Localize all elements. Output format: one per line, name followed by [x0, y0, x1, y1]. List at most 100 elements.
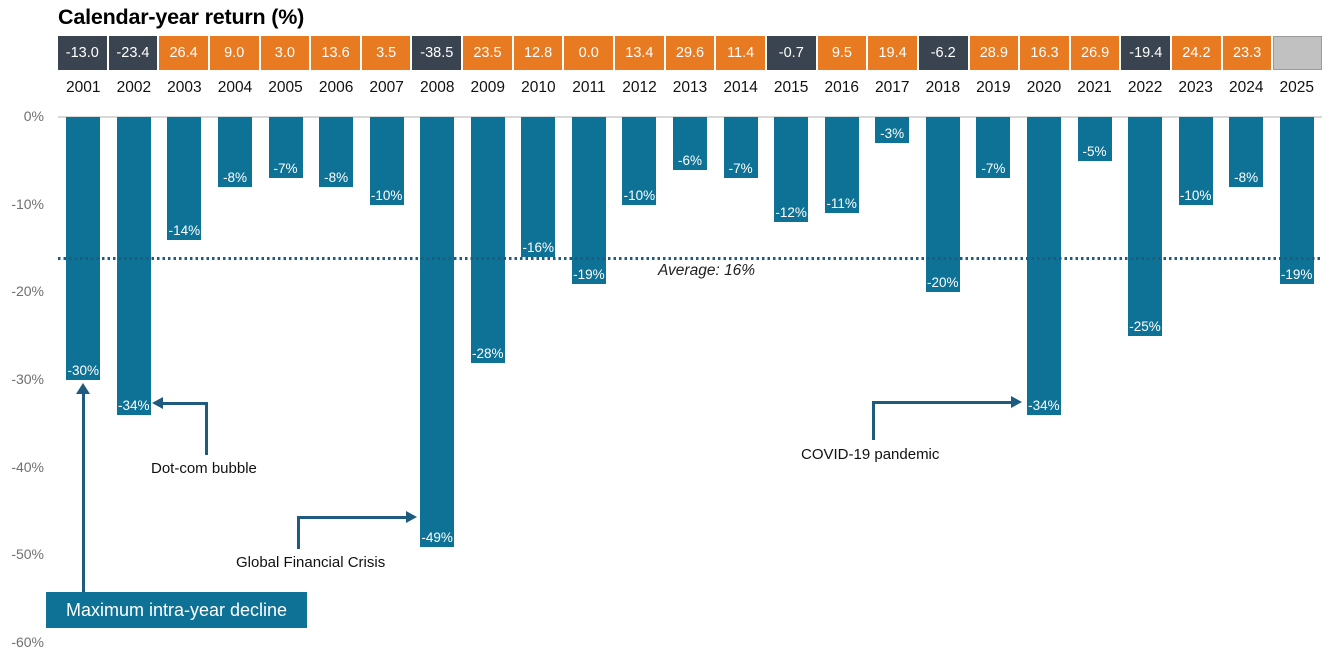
decline-value-2024: -8% [1234, 170, 1259, 186]
y-tick--20%: -20% [11, 283, 44, 299]
decline-bar-2010: -16% [521, 117, 556, 258]
return-cell-2007: 3.5 [361, 36, 411, 70]
year-label-2010: 2010 [521, 79, 556, 96]
decline-bar-2023: -10% [1178, 117, 1213, 205]
decline-value-2015: -12% [775, 205, 807, 221]
decline-bar-2012: -10% [622, 117, 657, 205]
gfc-arrow-vline [297, 516, 300, 549]
decline-value-2021: -5% [1082, 143, 1107, 159]
decline-value-2017: -3% [880, 126, 905, 142]
decline-value-2004: -8% [222, 170, 247, 186]
decline-value-2012: -10% [623, 187, 656, 203]
decline-bar-2018: -20% [925, 117, 960, 293]
year-label-2001: 2001 [66, 79, 101, 96]
max-decline-arrow-line [82, 393, 85, 592]
decline-value-2003: -14% [168, 222, 201, 238]
decline-value-2019: -7% [981, 161, 1006, 177]
decline-bar-2021: -5% [1077, 117, 1112, 161]
decline-bar-2005: -7% [268, 117, 303, 179]
calendar-return-strip: -13.0 -23.4 26.4 9.0 3.0 13.6 3.5 -38.5 23.5 12.8… [58, 36, 1323, 70]
year-label-2018: 2018 [925, 79, 961, 96]
decline-bar-2024: -8% [1229, 117, 1264, 188]
decline-value-2011: -19% [573, 266, 605, 282]
year-label-2022: 2022 [1127, 79, 1163, 96]
gfc-label: Global Financial Crisis [236, 554, 386, 571]
gfc-arrow-hline [297, 516, 406, 519]
y-tick-0%: 0% [23, 108, 44, 124]
return-cell-2010: 12.8 [513, 36, 563, 70]
covid-label: COVID-19 pandemic [801, 446, 940, 463]
decline-bar-2020: -34% [1026, 117, 1061, 416]
decline-value-2014: -7% [728, 161, 753, 177]
year-axis: 2001 2002 2003 2004 2005 2006 2007 2008 2009 2010… [58, 79, 1322, 99]
y-tick--40%: -40% [11, 459, 44, 475]
year-label-2015: 2015 [773, 79, 809, 96]
year-label-2009: 2009 [470, 79, 506, 96]
return-cell-2009: 23.5 [463, 36, 512, 70]
y-tick--10%: -10% [11, 196, 44, 212]
decline-value-2013: -6% [677, 152, 702, 168]
decline-value-2025: -19% [1280, 266, 1313, 282]
decline-value-2016: -11% [826, 196, 857, 212]
decline-bar-2002: -34% [116, 117, 151, 416]
year-label-2008: 2008 [419, 79, 455, 96]
return-cell-2013: 29.6 [665, 36, 715, 70]
dotcom-arrow-vline [205, 402, 208, 455]
return-cell-2002: -23.4 [108, 36, 158, 70]
year-label-2014: 2014 [723, 79, 758, 96]
return-cell-2021: 26.9 [1070, 36, 1120, 70]
year-label-2012: 2012 [622, 79, 657, 96]
year-label-2003: 2003 [167, 79, 202, 96]
decline-value-2002: -34% [118, 398, 150, 414]
decline-bar-2009: -28% [470, 117, 505, 363]
return-cell-2018: -6.2 [918, 36, 968, 70]
decline-bar-2022: -25% [1128, 117, 1162, 337]
covid-arrow-vline [872, 401, 875, 440]
year-label-2006: 2006 [318, 79, 354, 96]
year-label-2002: 2002 [116, 79, 152, 96]
return-cell-2020: 16.3 [1020, 36, 1069, 70]
return-cell-2023: 24.2 [1172, 36, 1221, 70]
decline-bar-2013: -6% [673, 117, 707, 170]
decline-bar-2017: -3% [875, 117, 910, 144]
y-tick--30%: -30% [11, 371, 44, 387]
return-cell-2014: 11.4 [716, 36, 765, 70]
decline-value-2001: -30% [67, 363, 100, 378]
decline-value-2007: -10% [370, 187, 403, 203]
decline-value-2018: -20% [927, 275, 959, 291]
gfc-arrowhead-icon [406, 511, 417, 523]
decline-value-2005: -7% [273, 161, 298, 177]
decline-bar-2019: -7% [976, 117, 1011, 179]
y-tick--60%: -60% [11, 634, 44, 650]
decline-value-2010: -16% [522, 240, 555, 256]
decline-value-2009: -28% [472, 345, 504, 361]
return-cell-2024: 23.3 [1222, 36, 1272, 70]
decline-bar-2004: -8% [218, 117, 252, 188]
year-label-2021: 2021 [1077, 79, 1112, 96]
return-cell-2019: 28.9 [969, 36, 1019, 70]
decline-value-2020: -34% [1028, 398, 1060, 414]
year-label-2019: 2019 [976, 79, 1011, 96]
return-cell-2008: -38.5 [412, 36, 462, 70]
year-label-2007: 2007 [369, 79, 404, 96]
year-label-2017: 2017 [875, 79, 910, 96]
y-tick--50%: -50% [11, 546, 44, 562]
decline-value-2008: -49% [421, 529, 453, 545]
return-cell-2025 [1273, 36, 1323, 70]
year-label-2025: 2025 [1279, 79, 1315, 96]
decline-bar-2003: -14% [167, 117, 202, 240]
decline-bar-2008: -49% [420, 117, 455, 547]
decline-value-2023: -10% [1179, 187, 1212, 203]
return-cell-2016: 9.5 [817, 36, 867, 70]
zero-baseline [58, 116, 1322, 118]
return-cell-2012: 13.4 [615, 36, 664, 70]
return-cell-2006: 13.6 [311, 36, 360, 70]
average-label: Average: 16% [658, 262, 756, 279]
year-label-2020: 2020 [1026, 79, 1062, 96]
decline-bar-2006: -8% [319, 117, 354, 188]
covid-arrow-hline [872, 401, 1011, 404]
max-decline-legend-box: Maximum intra-year decline [46, 592, 307, 628]
decline-value-2022: -25% [1129, 319, 1161, 335]
decline-bar-2015: -12% [774, 117, 809, 223]
